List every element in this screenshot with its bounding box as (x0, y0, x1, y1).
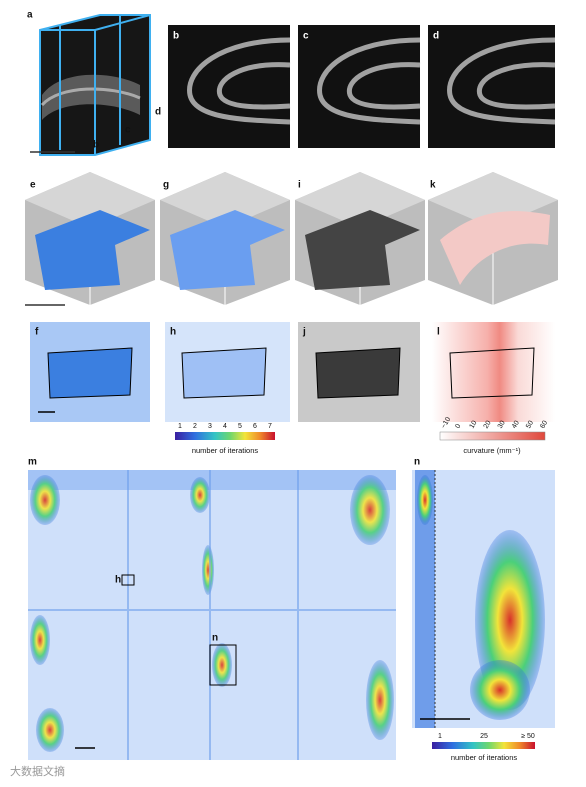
colorbar-tick-label: 3 (208, 423, 212, 430)
panel-label: k (430, 180, 436, 191)
panel-label: c (303, 31, 309, 42)
colorbar-tick-label: ≥ 50 (521, 733, 535, 740)
cube-label: d (155, 107, 161, 118)
cube-label: c (125, 125, 131, 136)
maps (30, 322, 555, 422)
colorbar-tick-label: 10 (469, 420, 479, 430)
panel-label: d (433, 31, 439, 42)
colorbar-tick-label: 6 (253, 423, 257, 430)
colorbar-tick-label: 2 (193, 423, 197, 430)
panel-a (30, 14, 151, 156)
panel-m-map (28, 470, 396, 760)
colorbar-tick-label: 40 (511, 420, 521, 430)
colorbar-tick-label: 1 (438, 733, 442, 740)
inset-label: n (212, 633, 218, 644)
colorbar-tick-label: 1 (178, 423, 182, 430)
inset-label: h (115, 575, 121, 586)
colorbar-tick-label: 7 (268, 423, 272, 430)
colorbar-label: curvature (mm⁻¹) (463, 446, 521, 455)
colorbar-tick-label: 30 (497, 420, 507, 430)
panel-label: a (27, 10, 33, 21)
panel-label: e (30, 180, 36, 191)
panel-label: i (298, 180, 301, 191)
colorbar-label: number of iterations (451, 753, 518, 762)
panel-label: m (28, 457, 37, 468)
colorbar (432, 742, 535, 749)
colorbar-tick-label: 0 (454, 423, 462, 430)
panel-label: g (163, 180, 169, 191)
panel-label: b (173, 31, 179, 42)
panel-label: h (170, 327, 176, 338)
panel-n-map (412, 470, 555, 728)
colorbar (439, 431, 546, 441)
cube-label: b (93, 140, 99, 151)
colorbar-tick-label: 4 (223, 423, 227, 430)
panel-label: j (302, 327, 306, 338)
colorbar-label: number of iterations (192, 446, 259, 455)
colorbar-tick-label: 20 (483, 420, 493, 430)
watermark: 大数据文摘 (10, 764, 65, 778)
cubes (25, 171, 559, 306)
panel-label: l (437, 327, 440, 338)
colorbar-tick-label: 60 (539, 420, 549, 430)
colorbar-tick-label: 25 (480, 733, 488, 740)
colorbar-tick-label: 5 (238, 423, 242, 430)
slice-panels (168, 25, 556, 148)
panel-label: f (35, 327, 39, 338)
colorbar (175, 432, 275, 440)
panel-label: n (414, 457, 420, 468)
colorbar-tick-label: 50 (525, 420, 535, 430)
